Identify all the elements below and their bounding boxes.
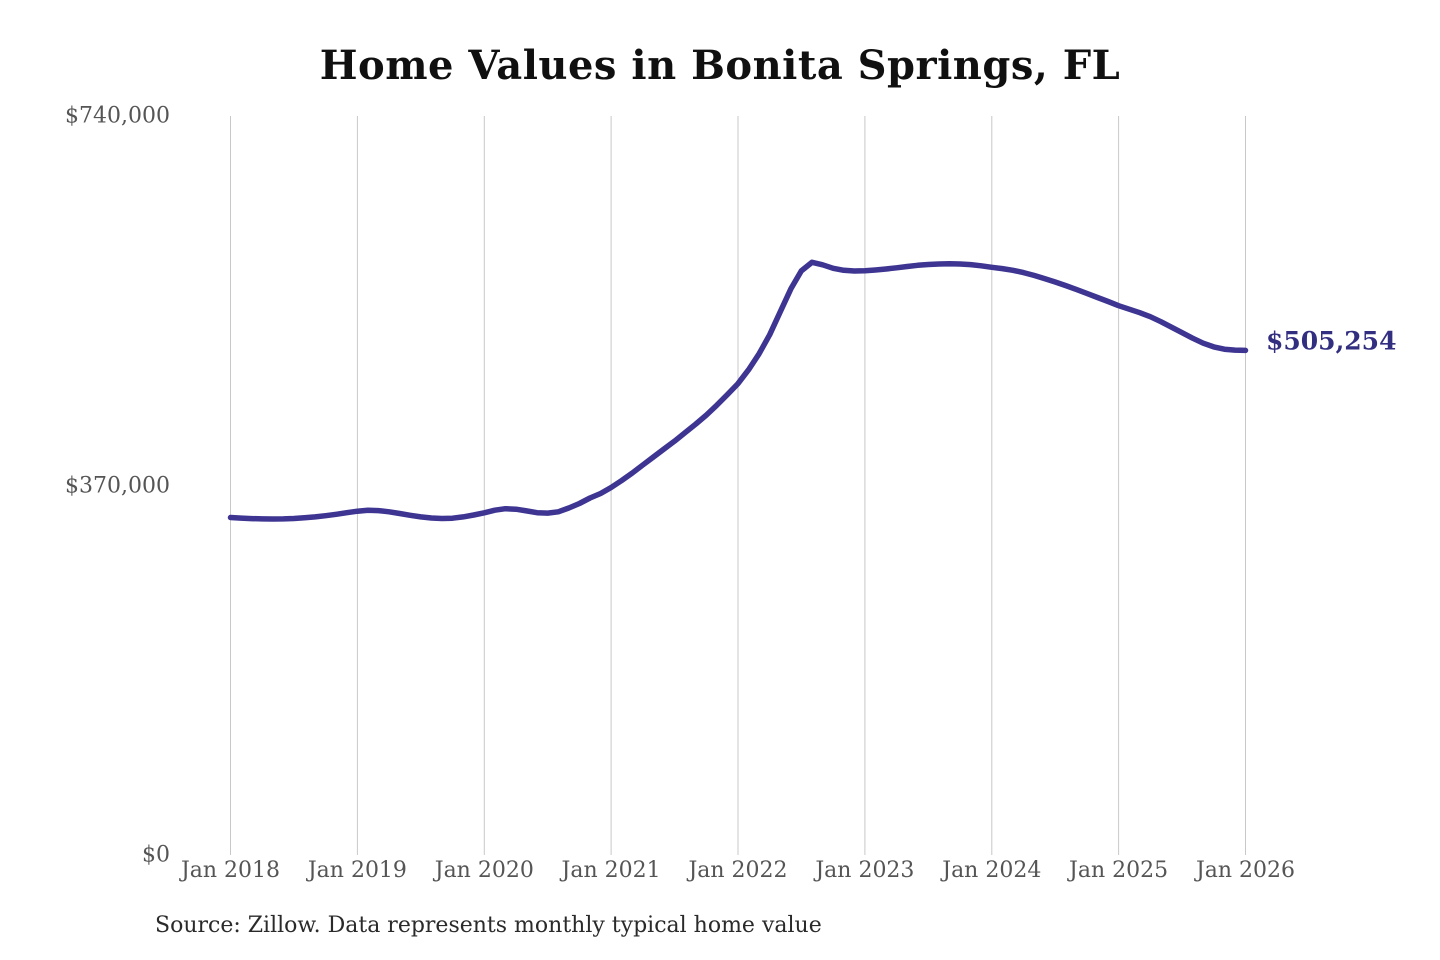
source-note: Source: Zillow. Data represents monthly … — [155, 913, 822, 938]
x-tick-label: Jan 2022 — [688, 858, 788, 883]
x-tick-label: Jan 2024 — [942, 858, 1042, 883]
x-tick-label: Jan 2020 — [434, 858, 534, 883]
x-tick-label: Jan 2019 — [307, 858, 407, 883]
x-tick-label: Jan 2023 — [815, 858, 915, 883]
x-tick-label: Jan 2026 — [1195, 858, 1296, 883]
x-tick-label: Jan 2025 — [1069, 858, 1169, 883]
y-tick-label: $370,000 — [65, 473, 170, 498]
chart-title: Home Values in Bonita Springs, FL — [319, 42, 1121, 89]
y-tick-label: $740,000 — [65, 103, 170, 129]
y-tick-label: $0 — [142, 842, 170, 868]
value-line — [227, 259, 1249, 522]
x-tick-label: Jan 2018 — [180, 858, 281, 883]
latest-value-label: $505,254 — [1266, 326, 1397, 356]
x-tick-label: Jan 2021 — [561, 858, 661, 883]
